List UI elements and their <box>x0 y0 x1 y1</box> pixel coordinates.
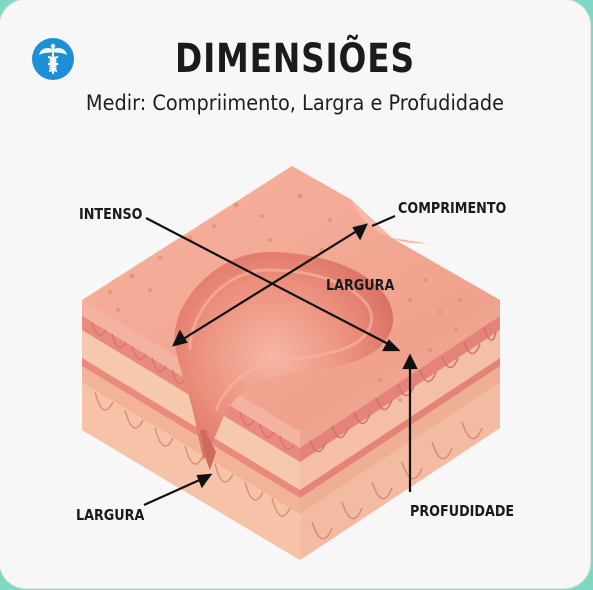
page-title: DIMENSIÕES <box>175 36 415 82</box>
label-comprimento: COMPRIMENTO <box>398 199 507 217</box>
page-subtitle: Medir: Compriimento, Largra e Profudidad… <box>85 91 505 115</box>
comprimento-arrow <box>371 214 396 228</box>
profundidade-arrow <box>402 353 418 492</box>
intenso-arrow <box>145 217 401 352</box>
width-double-arrow <box>172 223 368 347</box>
label-profundidade: PROFUDIDADE <box>410 502 515 520</box>
caduceus-icon <box>32 38 74 80</box>
label-intenso: INTENSO <box>79 205 143 223</box>
largura-bottom-arrow <box>143 473 213 507</box>
label-largura-top: LARGURA <box>326 276 395 294</box>
wound <box>174 252 394 470</box>
right-face <box>300 300 500 560</box>
label-largura-bottom: LARGURA <box>76 506 145 524</box>
measurement-arrows <box>143 214 418 507</box>
